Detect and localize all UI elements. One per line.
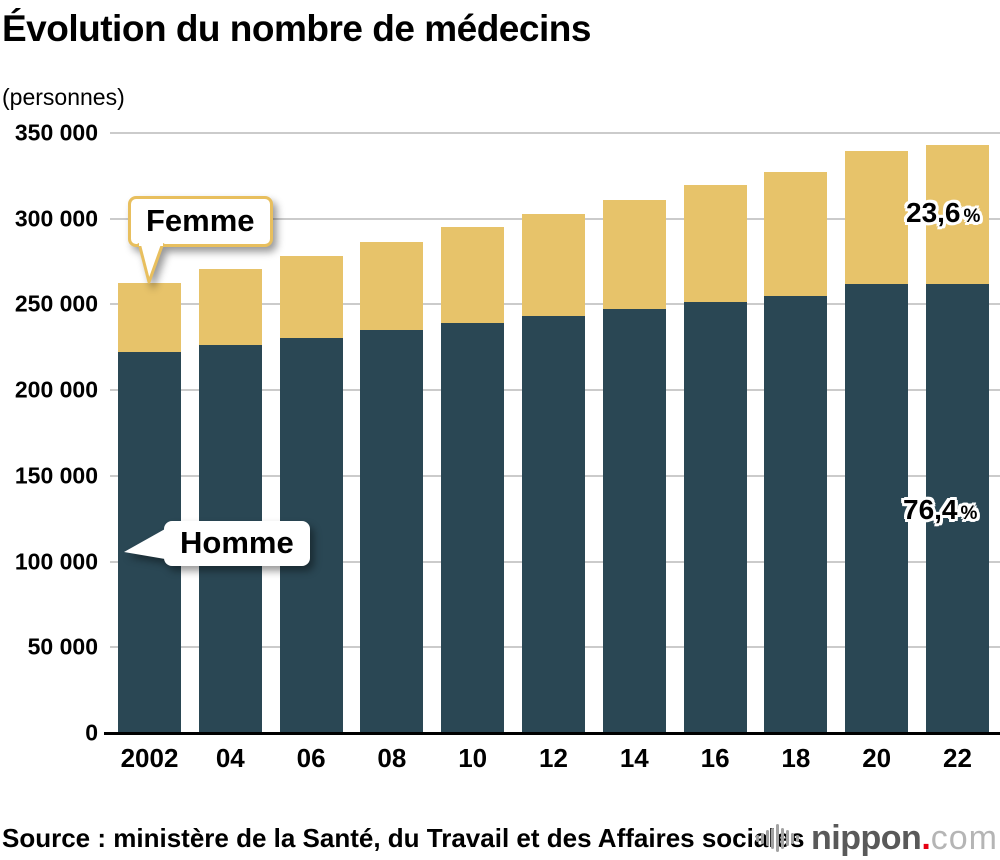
- wave-bar-3: [771, 827, 775, 849]
- y-tick-label-300000: 300 000: [14, 205, 98, 232]
- gridline-350000: [110, 132, 1000, 134]
- y-tick-label-200000: 200 000: [14, 376, 98, 403]
- bar-femme-2018: [764, 172, 828, 296]
- bar-homme-2012: [522, 315, 585, 733]
- x-tick-label-2012: 12: [539, 743, 568, 773]
- plot-area: 350 000 300 000 250 000 200 000 150 000 100 0…: [15, 120, 1000, 773]
- wave-bar-5: [781, 827, 785, 849]
- annotation-homme-value: 76,4: [903, 494, 958, 525]
- wave-bar-2: [766, 830, 770, 846]
- chart-title: Évolution du nombre de médecins: [2, 8, 591, 49]
- annotation-homme-percent-sign: %: [960, 503, 978, 524]
- bar-femme-2016: [683, 185, 747, 302]
- x-tick-label-2022: 22: [943, 743, 972, 773]
- x-tick-label-2002: 2002: [120, 743, 179, 773]
- x-tick-label-2006: 06: [296, 743, 326, 773]
- bar-femme-2022: [926, 144, 989, 284]
- bar-homme-2008: [360, 330, 424, 733]
- x-tick-label-2010: 10: [458, 743, 488, 773]
- bar-homme-2018: [764, 295, 828, 733]
- wave-bar-6: [786, 830, 790, 846]
- callout-tail-left-icon: [124, 529, 165, 559]
- wave-bar-7: [791, 832, 795, 844]
- y-tick-label-50000: 50 000: [27, 633, 98, 660]
- bar-homme-2010: [441, 323, 505, 733]
- annotation-femme-percent-sign: %: [963, 206, 981, 227]
- y-axis-unit-label: (personnes): [2, 84, 125, 110]
- bar-femme-2008: [360, 241, 424, 331]
- x-tick-label-2016: 16: [700, 743, 730, 773]
- x-tick-label-2018: 18: [781, 743, 811, 773]
- bar-homme-2014: [602, 308, 666, 733]
- legend-label-femme: Femme: [128, 196, 273, 247]
- logo-dot: .: [921, 818, 931, 857]
- legend-label-homme: Homme: [164, 521, 310, 566]
- bar-femme-2014: [602, 199, 666, 309]
- bar-homme-2022: [926, 283, 989, 733]
- logo-brand-text: nippon: [811, 818, 922, 857]
- y-tick-label-250000: 250 000: [14, 290, 98, 317]
- bar-femme-2012: [522, 213, 585, 316]
- bar-femme-2010: [441, 227, 505, 324]
- x-axis-line: [104, 732, 1000, 735]
- nippon-com-logo: nippon. com: [756, 816, 998, 860]
- bar-femme-2006: [279, 256, 343, 338]
- y-tick-label-350000: 350 000: [14, 119, 98, 146]
- legend-callout-femme: Femme: [128, 196, 273, 284]
- bar-homme-2016: [683, 301, 747, 733]
- legend-callout-homme: Homme: [124, 521, 310, 566]
- x-tick-label-2004: 04: [215, 743, 245, 773]
- wave-bar-0: [756, 834, 760, 842]
- y-tick-label-0: 0: [85, 719, 98, 746]
- bar-homme-2020: [845, 283, 909, 733]
- logo-tld-text: com: [930, 818, 998, 857]
- bar-femme-2020: [845, 151, 909, 284]
- y-tick-label-100000: 100 000: [14, 548, 98, 575]
- bar-femme-2002: [118, 282, 181, 353]
- x-tick-label-2014: 14: [619, 743, 649, 773]
- bar-femme-2004: [198, 269, 262, 345]
- x-tick-label-2008: 08: [377, 743, 407, 773]
- source-note: Source : ministère de la Santé, du Trava…: [2, 823, 805, 853]
- y-tick-label-150000: 150 000: [14, 462, 98, 489]
- annotation-femme-percent: 23,6%: [906, 197, 980, 229]
- annotation-homme-percent: 76,4%: [903, 494, 977, 526]
- wave-bar-4: [776, 824, 780, 852]
- sound-wave-icon: [756, 824, 801, 852]
- wave-bar-8: [796, 834, 800, 842]
- callout-tail-down-icon: [137, 243, 165, 284]
- wave-bar-1: [761, 832, 765, 844]
- x-tick-label-2020: 20: [862, 743, 892, 773]
- annotation-femme-value: 23,6: [906, 197, 961, 228]
